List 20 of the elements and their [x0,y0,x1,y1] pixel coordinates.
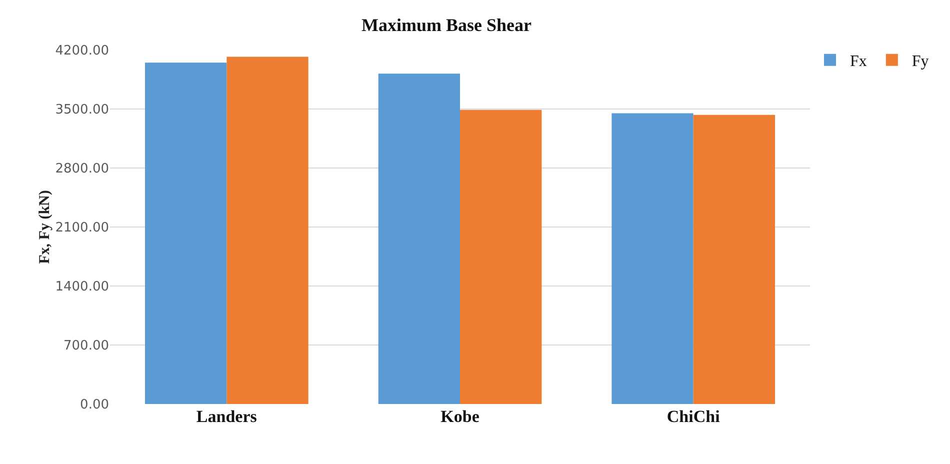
bar [378,74,460,404]
y-tick-label: 3500.00 [55,102,109,118]
y-tick-label: 4200.00 [55,44,109,59]
x-tick-label: ChiChi [666,407,720,426]
legend-label: Fx [850,53,867,70]
bar [693,114,775,404]
y-tick-label: 1400.00 [55,280,109,295]
y-tick-label: 2100.00 [55,220,109,236]
bar [612,113,694,404]
bar [226,56,308,404]
y-tick-label: 700.00 [64,338,109,354]
bar [460,110,542,404]
legend-label: Fy [912,53,929,70]
x-tick-label: Kobe [440,407,480,426]
y-axis-title: Fx, Fy (kN) [37,190,54,264]
bar [145,62,227,404]
y-tick-label: 0.00 [80,398,109,413]
x-tick-label: Landers [196,407,258,426]
chart-title: Maximum Base Shear [362,15,532,36]
y-tick-label: 2800.00 [55,162,109,177]
